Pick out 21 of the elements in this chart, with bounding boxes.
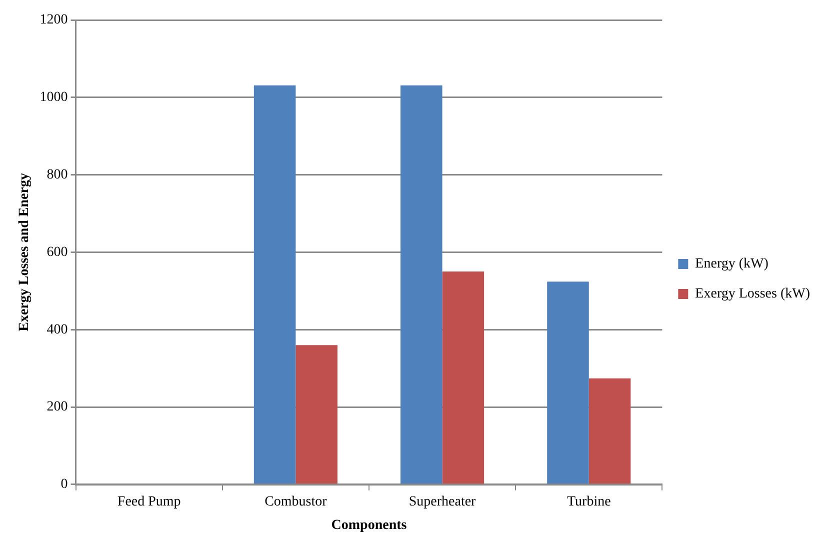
x-axis-title: Components xyxy=(331,518,408,534)
y-tick-label: 1200 xyxy=(40,12,68,28)
bar xyxy=(547,282,589,484)
y-tick-label: 1000 xyxy=(40,90,68,106)
legend-label: Exergy Losses (kW) xyxy=(695,286,810,302)
x-tick-label: Superheater xyxy=(408,494,476,510)
y-tick-label: 200 xyxy=(46,400,68,415)
y-tick-label: 800 xyxy=(46,167,68,182)
y-tick-label: 0 xyxy=(60,477,68,492)
y-tick-label: 400 xyxy=(46,322,68,338)
bar xyxy=(254,85,296,484)
x-tick-label: Feed Pump xyxy=(117,494,181,510)
bar xyxy=(588,378,631,484)
legend-label: Energy (kW) xyxy=(695,256,769,272)
x-tick-label: Turbine xyxy=(566,494,611,510)
y-tick-label: 600 xyxy=(46,244,68,260)
bar xyxy=(442,272,484,484)
bar xyxy=(296,345,338,484)
bar xyxy=(400,85,442,484)
x-tick-label: Combustor xyxy=(264,494,328,510)
y-axis-title: Exergy Losses and Energy xyxy=(17,173,32,332)
